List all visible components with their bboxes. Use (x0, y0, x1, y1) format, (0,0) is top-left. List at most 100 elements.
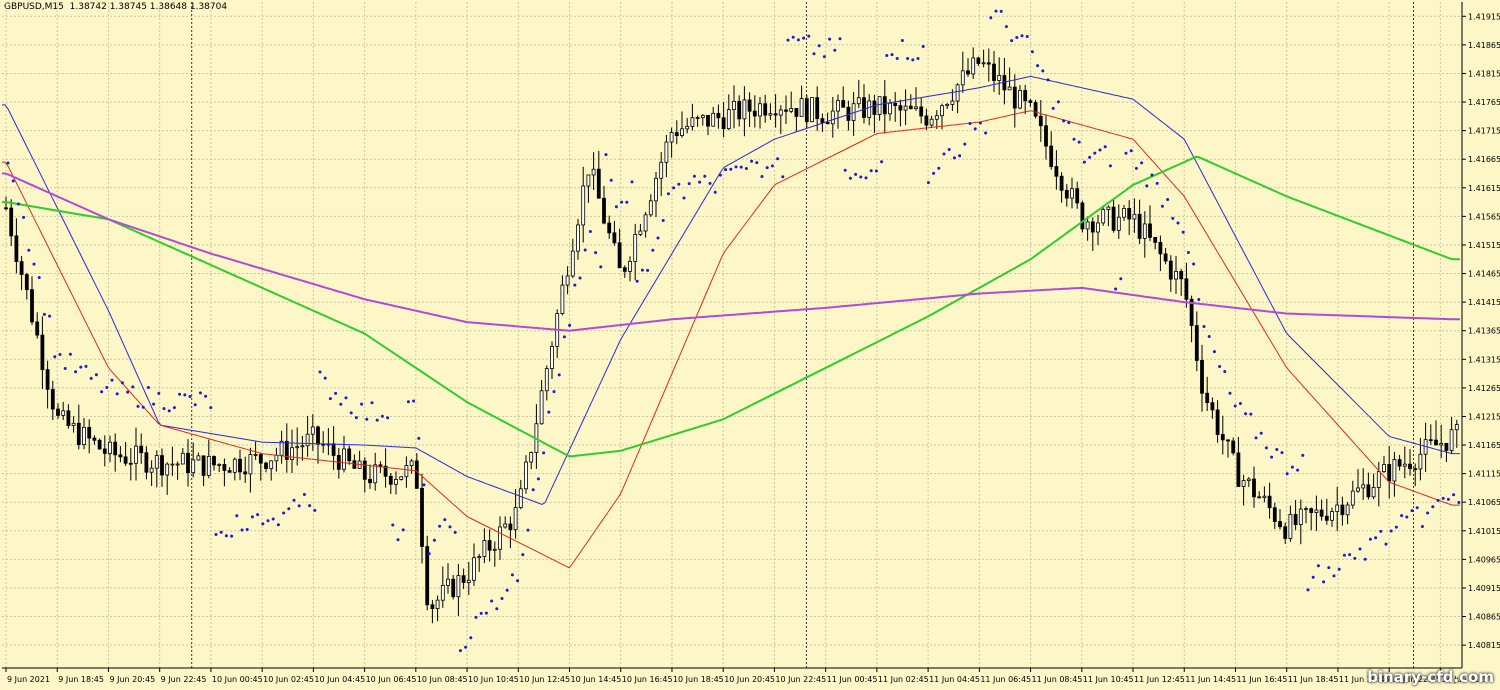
candle-bullish (1007, 86, 1012, 91)
price-tick-label: 1.41865 (1468, 41, 1500, 50)
candle-bearish (56, 408, 60, 416)
candle-bullish (477, 556, 482, 559)
sar-dot (625, 200, 629, 204)
sar-dot (183, 393, 187, 397)
candle-bullish (934, 115, 939, 120)
time-tick-label: 11 Jun 00:45 (827, 675, 878, 684)
candle-bearish (352, 460, 357, 469)
candle-bullish (1418, 453, 1423, 470)
candle-bearish (1205, 392, 1210, 403)
candle-bullish (295, 446, 300, 449)
sar-dot (760, 175, 764, 179)
sar-dot (984, 131, 988, 135)
sar-dot (989, 16, 993, 20)
sar-dot (282, 511, 286, 515)
candle-bullish (248, 454, 253, 475)
candle-bearish (1252, 478, 1256, 498)
sar-dot (48, 314, 52, 318)
sar-dot (672, 186, 676, 190)
sar-dot (848, 176, 852, 180)
sar-dot (1270, 455, 1274, 459)
sar-dot (755, 161, 759, 165)
sar-dot (469, 636, 473, 640)
sar-dot (885, 53, 889, 57)
sar-dot (188, 395, 192, 399)
sar-dot (739, 165, 743, 169)
sar-dot (796, 38, 800, 42)
sar-dot (770, 164, 774, 168)
candle-bullish (929, 118, 934, 126)
candle-bullish (1314, 509, 1319, 513)
price-tick-label: 1.41065 (1468, 498, 1500, 507)
sar-dot (932, 171, 936, 175)
sar-dot (812, 52, 816, 56)
candle-bullish (61, 410, 66, 416)
sar-dot (1150, 173, 1154, 177)
candle-bullish (513, 507, 518, 531)
candle-bearish (368, 478, 372, 484)
sar-dot (120, 381, 124, 385)
candle-bullish (1298, 508, 1303, 525)
sar-dot (1400, 514, 1404, 518)
candle-bearish (612, 232, 617, 244)
candle-bearish (1309, 508, 1314, 513)
sar-dot (89, 376, 93, 380)
candle-bullish (1345, 504, 1350, 516)
sar-dot (1134, 166, 1138, 170)
sar-dot (640, 268, 644, 272)
sar-dot (1327, 566, 1331, 570)
sar-dot (495, 607, 499, 611)
sar-dot (916, 56, 920, 60)
candle-bullish (633, 234, 638, 262)
sar-dot (1363, 557, 1367, 561)
candle-bearish (1023, 90, 1028, 102)
sar-dot (1353, 556, 1357, 560)
sar-dot (781, 175, 785, 179)
sar-dot (744, 166, 748, 170)
sar-dot (838, 37, 842, 41)
candle-bearish (763, 103, 768, 116)
candle-bearish (461, 575, 466, 583)
candle-bullish (1330, 511, 1334, 521)
candle-bullish (981, 62, 986, 65)
candle-bearish (414, 460, 419, 489)
candle-bearish (113, 441, 118, 456)
sar-dot (302, 493, 306, 497)
sar-dot (193, 403, 197, 407)
candle-bullish (503, 523, 508, 528)
sar-dot (1368, 537, 1372, 541)
time-tick-label: 11 Jun 16:45 (1236, 675, 1287, 684)
candle-bullish (581, 185, 586, 226)
sar-dot (380, 414, 384, 418)
candle-bullish (1142, 223, 1147, 239)
sar-dot (42, 312, 46, 316)
candle-bearish (128, 462, 133, 465)
candle-bullish (960, 70, 965, 86)
sar-dot (1119, 277, 1123, 281)
sar-dot (1379, 529, 1383, 533)
sar-dot (651, 248, 655, 252)
candle-bullish (856, 97, 861, 105)
sar-dot (141, 405, 145, 409)
sar-dot (172, 406, 176, 410)
candle-bearish (1257, 496, 1262, 499)
sar-dot (412, 399, 416, 403)
candle-bearish (1293, 514, 1298, 525)
sar-dot (1389, 529, 1393, 533)
candle-bearish (747, 99, 752, 112)
candle-bullish (170, 463, 175, 466)
candle-bullish (810, 97, 814, 123)
candle-bearish (1194, 325, 1199, 361)
sar-dot (297, 504, 301, 508)
sar-dot (84, 364, 88, 368)
candle-bearish (139, 445, 144, 454)
candle-bullish (565, 275, 570, 286)
sar-dot (635, 279, 639, 283)
candle-bullish (1356, 487, 1360, 492)
sar-dot (911, 58, 915, 62)
candle-bearish (872, 100, 877, 115)
sar-dot (895, 57, 899, 61)
sar-dot (1410, 509, 1414, 513)
